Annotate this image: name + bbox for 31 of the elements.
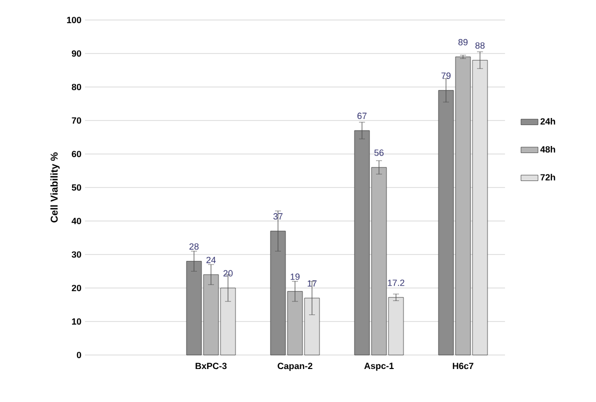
- data-label: 20: [223, 270, 233, 276]
- y-tick-label: 30: [72, 251, 82, 258]
- data-label: 56: [374, 150, 384, 156]
- y-tick-label: 60: [72, 150, 82, 158]
- data-label: 67: [357, 112, 367, 120]
- y-tick-label: 20: [72, 284, 82, 292]
- x-tick-label: Capan-2: [278, 362, 312, 371]
- data-label: 24: [206, 256, 216, 264]
- data-label: 17.2: [388, 280, 404, 286]
- data-label: 79: [441, 72, 451, 79]
- legend-label: 48h: [540, 146, 556, 153]
- y-tick-label: 10: [72, 318, 82, 325]
- y-tick-label: 50: [72, 184, 82, 191]
- data-label: 17: [308, 280, 317, 287]
- legend-label: 72h: [540, 174, 556, 180]
- x-tick-label: BxPC-3: [196, 362, 227, 370]
- y-tick-label: 0: [76, 352, 82, 358]
- x-tick-label: H6c7: [452, 362, 474, 370]
- y-tick-label: 90: [72, 50, 82, 57]
- y-tick-label: 100: [67, 16, 82, 24]
- y-tick-label: 70: [72, 117, 82, 124]
- legend-label: 24h: [540, 118, 556, 124]
- x-tick-label: Aspc-1: [364, 362, 394, 371]
- data-label: 88: [475, 42, 485, 49]
- data-label: 19: [290, 273, 300, 280]
- y-tick-label: 80: [72, 84, 82, 90]
- data-label: 37: [273, 213, 283, 220]
- data-label: 28: [189, 243, 199, 250]
- data-label: 89: [458, 38, 468, 46]
- y-axis-title: Cell Viability %: [50, 152, 60, 222]
- y-tick-label: 40: [72, 218, 82, 224]
